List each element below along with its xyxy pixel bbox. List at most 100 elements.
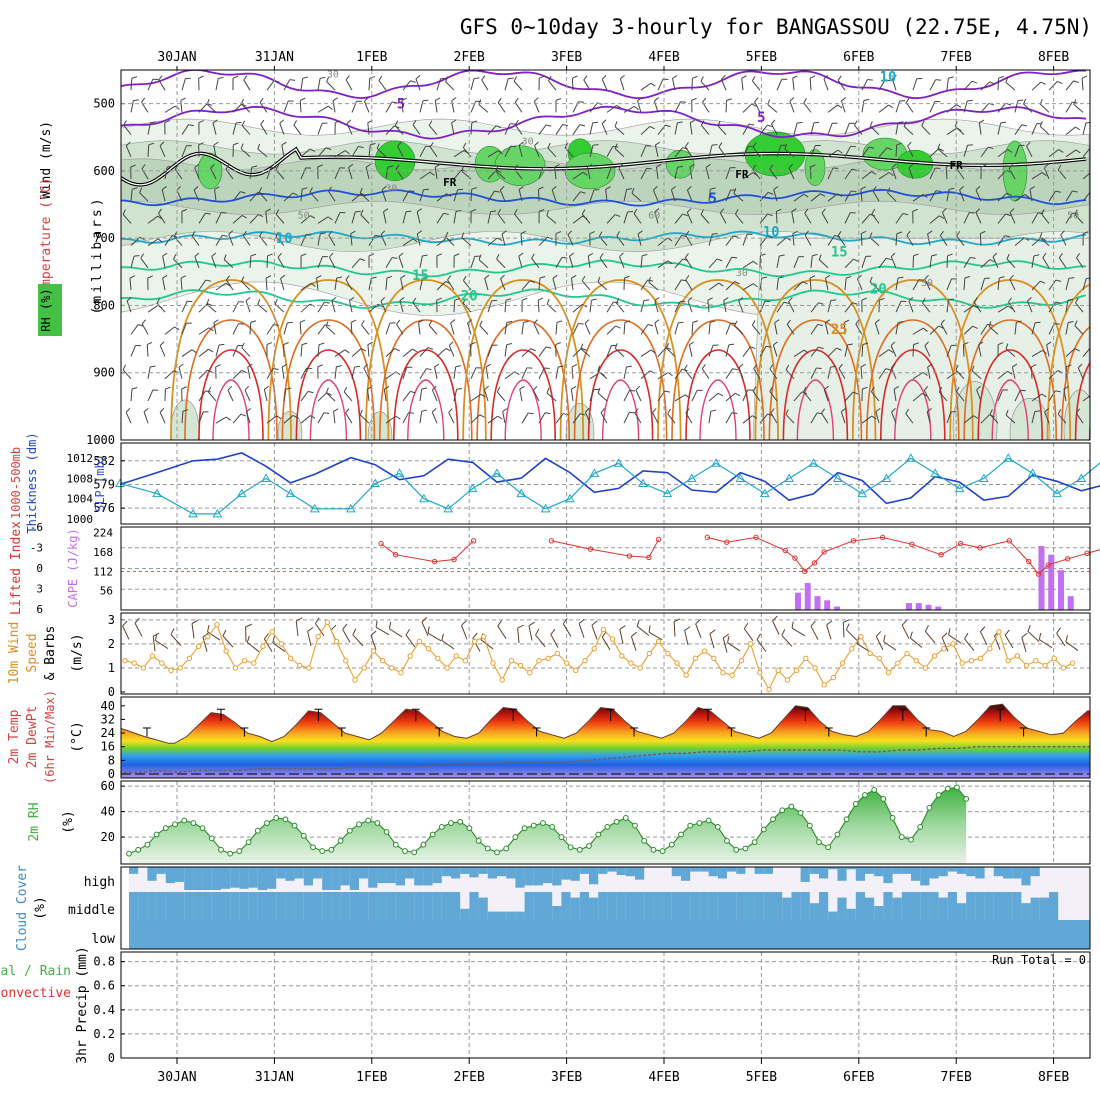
wind-barb [1005,81,1016,91]
temp-contour-boundary-layer [1060,325,1090,440]
rh-point [696,820,703,826]
wind-barb-flag [717,392,724,397]
wind-barb-flag [646,167,652,170]
axis-tick-label: 579 [93,477,115,491]
cloud-middle-bar [478,897,488,920]
wind-barb [861,171,872,180]
wind-barb-flag [213,141,219,146]
wind-barb [708,322,711,335]
wind-barb [193,190,200,202]
cloud-high-bar [211,867,221,890]
wind-barb [759,213,768,224]
wind-barb [717,125,727,135]
cloud-high-bar [625,867,635,877]
cloud-plot [129,867,1090,949]
wind-barb [929,79,937,91]
wind-barb [483,389,489,402]
wind-barb-flag [1009,208,1015,213]
wind-speed-point [784,677,791,683]
wind-barb-flag [959,185,964,191]
wind-barb [385,348,396,357]
cloud-middle-bar [451,892,461,920]
wind-barb-flag [883,634,886,642]
wind-barb [521,280,531,291]
wind-barb-flag [897,276,904,279]
rh-point [356,821,362,828]
temp-contour-boundary-layer [393,349,459,440]
wind-barb [436,348,447,357]
wind-barb [402,80,411,91]
wind-barb [1031,212,1039,224]
rh2m-plot [126,784,970,864]
wind-barb-flag [327,105,333,110]
wind-barb [143,411,149,424]
wind-barb [695,623,702,638]
cloud-middle-bar [405,892,415,920]
wind-speed-point [260,643,266,649]
wind-barb-flag [275,231,279,237]
wind-barb [614,148,625,158]
wind-barb-flag [817,323,824,327]
wind-barb-flag [935,190,942,192]
wind-barb [266,324,274,335]
wind-barb-flag [818,254,822,260]
wind-barb [451,122,455,135]
lifted-index-point [378,540,384,547]
wind-barb-flag [243,75,248,81]
wind-barb [570,278,574,291]
cape-bar [1057,570,1064,610]
wind-barb-flag [484,385,490,390]
wind-barb [738,300,744,313]
wind-barb [685,235,693,246]
wind-barb [1026,145,1033,158]
wind-barb [878,172,890,180]
wind-barb [342,629,351,643]
wind-barb-flag [1008,297,1012,303]
wind-barb-flag [578,618,585,624]
lifted-index-point [1045,562,1051,568]
rh-point [162,825,169,832]
slp-marker [285,488,296,498]
wind-barb [709,633,715,649]
rh-point [935,792,942,798]
axis-tick-label: 0.2 [93,1027,115,1041]
wind-speed-point [195,643,202,649]
wind-barb-flag [857,274,862,280]
wind-barb-flag [434,363,440,368]
slp-marker [345,503,356,513]
wind-barb-flag [238,323,244,325]
axis-tick-label: 24 [101,726,115,740]
rh-point [898,834,905,840]
wind-barb [328,190,336,202]
wind-barb [792,233,795,246]
wind-barb [589,145,594,157]
wind-barb [691,389,698,402]
wind-barb-flag [222,629,227,637]
rh-point [558,834,565,840]
wind-barb-flag [345,408,350,414]
wind-barb [823,78,829,91]
rh-contour-label: 50 [298,211,310,222]
wind-barb [674,279,682,291]
wind-barb-flag [139,187,143,193]
wind-barb-flag [992,252,998,258]
lifted-index-point [704,534,711,541]
wind-barb-flag [580,191,586,194]
slp-marker [394,468,405,477]
wind-barb-flag [619,625,626,630]
wind-barb [317,256,323,268]
wind-barb-flag [869,276,873,283]
wind-barb [727,642,741,652]
wind-barb-flag [408,190,415,193]
wind-barb-flag [1005,77,1009,83]
wind-barb-flag [1006,253,1010,260]
rh-point [135,846,142,853]
wind-barb [793,256,800,268]
wind-barb [398,256,404,268]
wind-barb [317,324,326,335]
wind-barb [500,278,506,291]
wind-barb-flag [732,368,738,371]
wind-axis-speed: Speed [25,633,40,672]
wind-barb [707,300,710,313]
rh-point [438,823,445,830]
